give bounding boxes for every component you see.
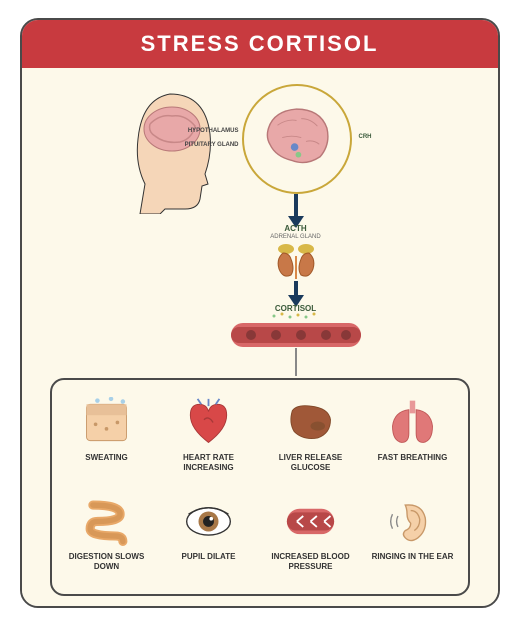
effect-label: LIVER RELEASE GLUCOSE <box>266 453 356 472</box>
title-bar: STRESS CORTISOL <box>22 20 498 68</box>
effect-pressure: INCREASED BLOOD PRESSURE <box>260 487 362 586</box>
effect-heart: HEART RATE INCREASING <box>158 388 260 487</box>
effect-label: HEART RATE INCREASING <box>164 453 254 472</box>
hormone-dots-icon <box>266 311 326 321</box>
effect-ear: RINGING IN THE EAR <box>362 487 464 586</box>
kidneys-icon <box>271 241 321 281</box>
pituitary-label: PITUITARY GLAND <box>179 142 239 148</box>
title-text: STRESS CORTISOL <box>141 31 379 57</box>
intestine-icon <box>77 493 137 548</box>
hormonal-pathway: HYPOTHALAMUS PITUITARY GLAND CRH ACTH AD… <box>22 76 498 366</box>
infographic-card: STRESS CORTISOL HYPOTHALAMUS <box>20 18 500 608</box>
effect-label: SWEATING <box>85 453 128 463</box>
effect-label: DIGESTION SLOWS DOWN <box>62 552 152 571</box>
acth-label: ACTH <box>284 224 306 233</box>
effect-skin: SWEATING <box>56 388 158 487</box>
effect-label: FAST BREATHING <box>378 453 448 463</box>
hypothalamus-label: HYPOTHALAMUS <box>179 128 239 134</box>
head-profile-icon <box>110 84 230 214</box>
brain-closeup-icon: HYPOTHALAMUS PITUITARY GLAND CRH <box>242 84 352 194</box>
arrow-2-line <box>294 281 298 295</box>
effect-lungs: FAST BREATHING <box>362 388 464 487</box>
effect-liver: LIVER RELEASE GLUCOSE <box>260 388 362 487</box>
effect-label: INCREASED BLOOD PRESSURE <box>266 552 356 571</box>
effects-grid: SWEATING HEART RATE INCREASING LIVER RELEA… <box>50 378 470 596</box>
skin-icon <box>77 394 137 449</box>
connector-vertical <box>295 348 297 376</box>
arrow-1-line <box>294 194 298 216</box>
crh-label: CRH <box>359 134 372 140</box>
effect-label: RINGING IN THE EAR <box>372 552 454 562</box>
effect-intestine: DIGESTION SLOWS DOWN <box>56 487 158 586</box>
blood-vessel-icon <box>231 321 361 349</box>
effect-eye: PUPIL DILATE <box>158 487 260 586</box>
pressure-icon <box>281 493 341 548</box>
ear-icon <box>383 493 443 548</box>
adrenal-gland-label: ADRENAL GLAND <box>270 234 320 240</box>
liver-icon <box>281 394 341 449</box>
content-area: HYPOTHALAMUS PITUITARY GLAND CRH ACTH AD… <box>22 68 498 606</box>
eye-icon <box>179 493 239 548</box>
effect-label: PUPIL DILATE <box>182 552 236 562</box>
lungs-icon <box>383 394 443 449</box>
heart-icon <box>179 394 239 449</box>
